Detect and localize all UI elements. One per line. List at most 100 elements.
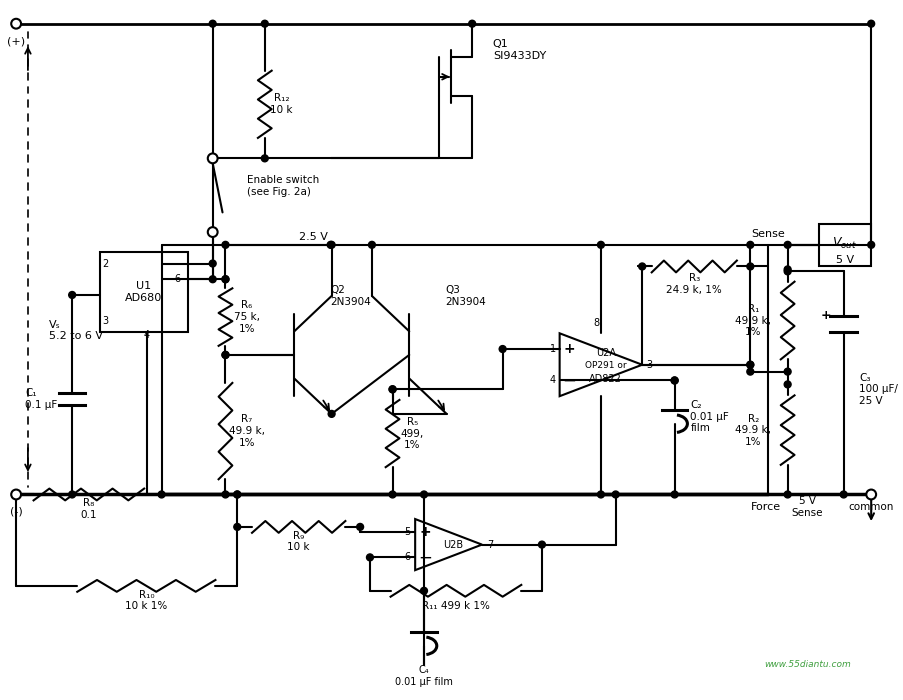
- Circle shape: [11, 489, 21, 499]
- Circle shape: [69, 291, 76, 298]
- Circle shape: [670, 377, 677, 384]
- Circle shape: [783, 241, 790, 248]
- Circle shape: [670, 377, 677, 384]
- Text: 6: 6: [404, 552, 410, 562]
- Text: R₁₁ 499 k 1%: R₁₁ 499 k 1%: [422, 601, 489, 610]
- Text: 4: 4: [144, 330, 150, 340]
- Text: R₃
24.9 k, 1%: R₃ 24.9 k, 1%: [666, 274, 721, 295]
- Text: R₁₂
10 k: R₁₂ 10 k: [270, 94, 293, 115]
- Circle shape: [234, 491, 240, 498]
- Circle shape: [420, 491, 427, 498]
- Circle shape: [746, 361, 753, 368]
- Text: C₄
0.01 μF film: C₄ 0.01 μF film: [395, 666, 452, 687]
- Text: www.55diantu.com: www.55diantu.com: [763, 660, 850, 669]
- Text: Sense: Sense: [750, 229, 784, 239]
- Text: C₃
100 μF/
25 V: C₃ 100 μF/ 25 V: [859, 372, 898, 406]
- Circle shape: [867, 20, 874, 27]
- Circle shape: [222, 241, 228, 248]
- Circle shape: [357, 524, 363, 531]
- Circle shape: [783, 381, 790, 388]
- Text: Vₛ
5.2 to 6 V: Vₛ 5.2 to 6 V: [49, 319, 102, 341]
- Circle shape: [368, 241, 375, 248]
- Circle shape: [783, 368, 790, 375]
- Circle shape: [69, 491, 76, 498]
- Circle shape: [746, 368, 753, 375]
- Circle shape: [783, 268, 790, 275]
- Text: (-): (-): [10, 506, 23, 516]
- Bar: [99, 252, 188, 332]
- Text: OP291 or: OP291 or: [584, 361, 626, 370]
- Circle shape: [638, 263, 645, 270]
- Text: 3: 3: [103, 316, 108, 326]
- Circle shape: [209, 260, 216, 267]
- Text: 3: 3: [646, 360, 651, 370]
- Circle shape: [746, 241, 753, 248]
- Text: 7: 7: [486, 540, 492, 550]
- Text: 5: 5: [404, 527, 410, 537]
- Text: R₁
49.9 k,
1%: R₁ 49.9 k, 1%: [734, 304, 770, 337]
- Text: U2A: U2A: [595, 348, 615, 358]
- Circle shape: [327, 241, 334, 248]
- Circle shape: [261, 20, 268, 27]
- Text: R₆
75 k,
1%: R₆ 75 k, 1%: [234, 300, 260, 334]
- Circle shape: [783, 491, 790, 498]
- Circle shape: [420, 587, 427, 594]
- Circle shape: [209, 276, 216, 283]
- Text: 2: 2: [103, 258, 108, 269]
- Circle shape: [388, 386, 396, 393]
- Text: common: common: [848, 503, 893, 512]
- Text: R₇
49.9 k,
1%: R₇ 49.9 k, 1%: [228, 414, 265, 448]
- Text: +: +: [419, 525, 431, 539]
- Circle shape: [839, 491, 846, 498]
- Text: Q1
SI9433DY: Q1 SI9433DY: [492, 39, 545, 61]
- Circle shape: [222, 276, 228, 283]
- Text: 6: 6: [174, 274, 180, 284]
- Circle shape: [209, 20, 216, 27]
- Text: 4: 4: [549, 375, 555, 386]
- Text: 1: 1: [549, 344, 555, 354]
- Text: R₅
499,
1%: R₅ 499, 1%: [400, 417, 424, 450]
- Circle shape: [468, 20, 475, 27]
- Circle shape: [865, 489, 875, 499]
- Circle shape: [538, 541, 545, 548]
- Circle shape: [208, 227, 218, 237]
- Text: −: −: [417, 548, 432, 566]
- Circle shape: [11, 19, 21, 29]
- Circle shape: [158, 491, 165, 498]
- Text: 5 V
Sense: 5 V Sense: [791, 496, 822, 518]
- Circle shape: [328, 241, 335, 248]
- Circle shape: [222, 351, 228, 358]
- Text: U1
AD680: U1 AD680: [126, 281, 163, 303]
- Text: −: −: [562, 372, 576, 389]
- Text: 2.5 V: 2.5 V: [299, 232, 328, 242]
- Circle shape: [611, 491, 619, 498]
- Text: 8: 8: [592, 318, 599, 328]
- Text: Q3
2N3904: Q3 2N3904: [445, 285, 486, 307]
- Circle shape: [498, 346, 506, 353]
- Text: AD822: AD822: [589, 374, 621, 384]
- Circle shape: [746, 263, 753, 270]
- Circle shape: [222, 491, 228, 498]
- Text: (+): (+): [7, 36, 25, 46]
- Circle shape: [222, 276, 228, 283]
- Text: Q2
2N3904: Q2 2N3904: [330, 285, 371, 307]
- Circle shape: [222, 351, 228, 358]
- Text: U2B: U2B: [443, 540, 463, 550]
- Text: $V_{out}$: $V_{out}$: [831, 237, 856, 251]
- Circle shape: [328, 410, 335, 417]
- Text: 5 V: 5 V: [834, 255, 852, 265]
- Text: C₁
0.1 μF: C₁ 0.1 μF: [25, 389, 57, 410]
- Circle shape: [234, 491, 240, 498]
- Bar: [818, 224, 870, 267]
- Circle shape: [366, 554, 373, 561]
- Circle shape: [388, 491, 396, 498]
- Circle shape: [670, 491, 677, 498]
- Circle shape: [261, 155, 268, 162]
- Text: Force: Force: [750, 503, 780, 512]
- Circle shape: [208, 153, 218, 163]
- Text: Enable switch
(see Fig. 2a): Enable switch (see Fig. 2a): [247, 175, 319, 197]
- Text: R₂
49.9 k,
1%: R₂ 49.9 k, 1%: [734, 414, 770, 447]
- Text: R₈
0.1: R₈ 0.1: [80, 498, 97, 520]
- Text: +: +: [563, 342, 574, 356]
- Text: R₁₀
10 k 1%: R₁₀ 10 k 1%: [126, 590, 167, 611]
